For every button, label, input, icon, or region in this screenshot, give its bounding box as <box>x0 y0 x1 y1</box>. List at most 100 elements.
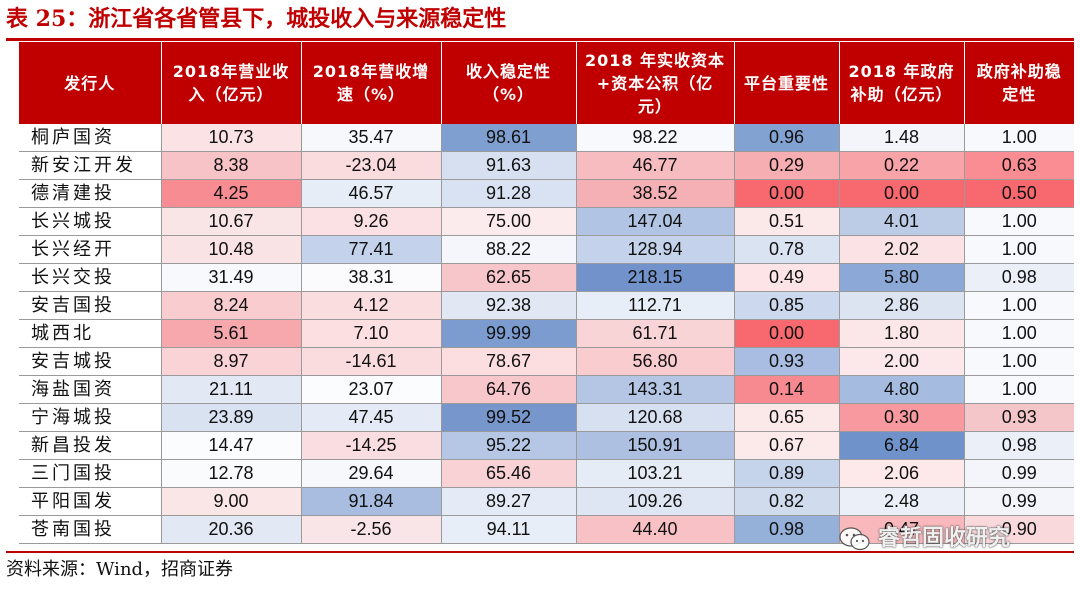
cell-issuer: 长兴经开 <box>19 235 162 264</box>
cell-platform-importance: 0.96 <box>734 124 840 152</box>
cell-revenue: 21.11 <box>161 375 302 404</box>
cell-platform-importance: 0.65 <box>734 403 840 432</box>
cell-income-stability: 94.11 <box>441 515 577 544</box>
table-row: 苍南国投 20.36 -2.56 94.11 44.40 0.98 0.47 0.90 <box>19 515 1074 544</box>
col-header-revenue: 2018年营业收入（亿元） <box>161 42 302 124</box>
cell-capital: 120.68 <box>576 403 735 432</box>
cell-capital: 56.80 <box>576 347 735 376</box>
source-note: 资料来源：Wind，招商证券 <box>6 559 234 580</box>
table-row: 新昌投发 14.47 -14.25 95.22 150.91 0.67 6.84 0.98 <box>19 431 1074 460</box>
cell-capital: 38.52 <box>576 179 735 208</box>
cell-subsidy-stability: 0.98 <box>964 263 1074 292</box>
cell-income-stability: 91.28 <box>441 179 577 208</box>
table-row: 海盐国资 21.11 23.07 64.76 143.31 0.14 4.80 1.00 <box>19 375 1074 404</box>
cell-platform-importance: 0.98 <box>734 515 840 544</box>
cell-issuer: 海盐国资 <box>19 375 162 404</box>
cell-subsidy-stability: 0.98 <box>964 431 1074 460</box>
cell-issuer: 宁海城投 <box>19 403 162 432</box>
table-row: 德清建投 4.25 46.57 91.28 38.52 0.00 0.00 0.50 <box>19 179 1074 208</box>
col-header-issuer: 发行人 <box>19 42 162 124</box>
cell-income-stability: 62.65 <box>441 263 577 292</box>
cell-gov-subsidy: 4.01 <box>839 207 965 236</box>
cell-income-stability: 75.00 <box>441 207 577 236</box>
wechat-icon <box>838 525 872 553</box>
table-row: 安吉城投 8.97 -14.61 78.67 56.80 0.93 2.00 1.00 <box>19 347 1074 376</box>
cell-income-stability: 99.52 <box>441 403 577 432</box>
cell-revenue-growth: 23.07 <box>301 375 442 404</box>
cell-issuer: 桐庐国资 <box>19 124 162 152</box>
table-row: 城西北 5.61 7.10 99.99 61.71 0.00 1.80 1.00 <box>19 319 1074 348</box>
cell-revenue: 8.97 <box>161 347 302 376</box>
table-row: 长兴经开 10.48 77.41 88.22 128.94 0.78 2.02 1.00 <box>19 235 1074 264</box>
cell-income-stability: 95.22 <box>441 431 577 460</box>
cell-capital: 61.71 <box>576 319 735 348</box>
cell-income-stability: 65.46 <box>441 459 577 488</box>
cell-income-stability: 91.63 <box>441 151 577 180</box>
table-row: 三门国投 12.78 29.64 65.46 103.21 0.89 2.06 0.99 <box>19 459 1074 488</box>
cell-gov-subsidy: 0.30 <box>839 403 965 432</box>
cell-revenue: 20.36 <box>161 515 302 544</box>
cell-subsidy-stability: 0.90 <box>964 515 1074 544</box>
cell-issuer: 长兴交投 <box>19 263 162 292</box>
cell-capital: 103.21 <box>576 459 735 488</box>
cell-platform-importance: 0.93 <box>734 347 840 376</box>
cell-subsidy-stability: 1.00 <box>964 347 1074 376</box>
cell-platform-importance: 0.00 <box>734 319 840 348</box>
cell-subsidy-stability: 1.00 <box>964 291 1074 320</box>
cell-issuer: 苍南国投 <box>19 515 162 544</box>
cell-revenue-growth: 9.26 <box>301 207 442 236</box>
cell-revenue-growth: 35.47 <box>301 124 442 152</box>
cell-income-stability: 92.38 <box>441 291 577 320</box>
cell-capital: 109.26 <box>576 487 735 516</box>
cell-income-stability: 99.99 <box>441 319 577 348</box>
table-row: 宁海城投 23.89 47.45 99.52 120.68 0.65 0.30 0.93 <box>19 403 1074 432</box>
cell-revenue-growth: 77.41 <box>301 235 442 264</box>
cell-revenue: 23.89 <box>161 403 302 432</box>
cell-platform-importance: 0.82 <box>734 487 840 516</box>
col-header-income-stability: 收入稳定性（%） <box>441 42 577 124</box>
cell-platform-importance: 0.14 <box>734 375 840 404</box>
cell-revenue-growth: -2.56 <box>301 515 442 544</box>
cell-revenue: 31.49 <box>161 263 302 292</box>
table-row: 安吉国投 8.24 4.12 92.38 112.71 0.85 2.86 1.00 <box>19 291 1074 320</box>
cell-platform-importance: 0.29 <box>734 151 840 180</box>
col-header-subsidy-stability: 政府补助稳定性 <box>964 42 1074 124</box>
cell-platform-importance: 0.85 <box>734 291 840 320</box>
cell-issuer: 新安江开发 <box>19 151 162 180</box>
cell-revenue-growth: -14.25 <box>301 431 442 460</box>
cell-platform-importance: 0.67 <box>734 431 840 460</box>
cell-issuer: 安吉城投 <box>19 347 162 376</box>
cell-platform-importance: 0.00 <box>734 179 840 208</box>
cell-capital: 143.31 <box>576 375 735 404</box>
cell-gov-subsidy: 6.84 <box>839 431 965 460</box>
cell-issuer: 三门国投 <box>19 459 162 488</box>
table-row: 长兴城投 10.67 9.26 75.00 147.04 0.51 4.01 1.00 <box>19 207 1074 236</box>
cell-revenue-growth: 7.10 <box>301 319 442 348</box>
cell-capital: 128.94 <box>576 235 735 264</box>
cell-gov-subsidy: 2.00 <box>839 347 965 376</box>
cell-revenue: 10.67 <box>161 207 302 236</box>
cell-gov-subsidy: 0.00 <box>839 179 965 208</box>
col-header-platform-importance: 平台重要性 <box>734 42 840 124</box>
cell-gov-subsidy: 5.80 <box>839 263 965 292</box>
cell-revenue-growth: 47.45 <box>301 403 442 432</box>
cell-issuer: 城西北 <box>19 319 162 348</box>
cell-subsidy-stability: 0.99 <box>964 487 1074 516</box>
cell-revenue: 10.48 <box>161 235 302 264</box>
cell-subsidy-stability: 1.00 <box>964 319 1074 348</box>
cell-gov-subsidy: 0.22 <box>839 151 965 180</box>
cell-subsidy-stability: 1.00 <box>964 235 1074 264</box>
data-table: 发行人 2018年营业收入（亿元） 2018年营收增速（%） 收入稳定性（%） … <box>19 42 1074 544</box>
cell-issuer: 新昌投发 <box>19 431 162 460</box>
cell-subsidy-stability: 0.93 <box>964 403 1074 432</box>
cell-subsidy-stability: 0.63 <box>964 151 1074 180</box>
col-header-revenue-growth: 2018年营收增速（%） <box>301 42 442 124</box>
cell-issuer: 安吉国投 <box>19 291 162 320</box>
table-row: 平阳国发 9.00 91.84 89.27 109.26 0.82 2.48 0.99 <box>19 487 1074 516</box>
table-row: 新安江开发 8.38 -23.04 91.63 46.77 0.29 0.22 0.63 <box>19 151 1074 180</box>
title-divider <box>6 38 1074 41</box>
table-row: 长兴交投 31.49 38.31 62.65 218.15 0.49 5.80 0.98 <box>19 263 1074 292</box>
cell-revenue-growth: 91.84 <box>301 487 442 516</box>
cell-platform-importance: 0.78 <box>734 235 840 264</box>
cell-revenue: 4.25 <box>161 179 302 208</box>
